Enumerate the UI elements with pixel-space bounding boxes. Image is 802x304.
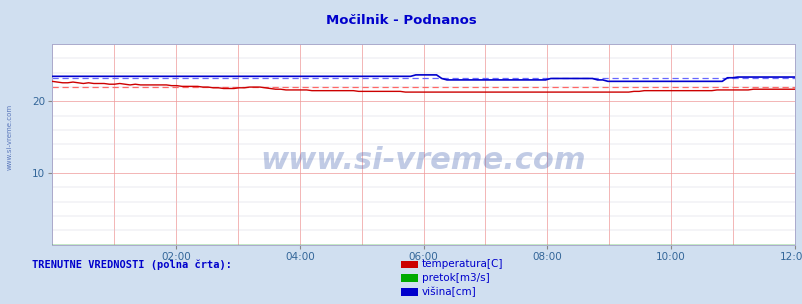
Text: Močilnik - Podnanos: Močilnik - Podnanos: [326, 14, 476, 27]
Text: višina[cm]: višina[cm]: [421, 287, 476, 297]
Text: TRENUTNE VREDNOSTI (polna črta):: TRENUTNE VREDNOSTI (polna črta):: [32, 260, 232, 271]
Text: temperatura[C]: temperatura[C]: [421, 259, 502, 269]
Text: www.si-vreme.com: www.si-vreme.com: [6, 104, 13, 170]
Text: pretok[m3/s]: pretok[m3/s]: [421, 273, 488, 283]
Text: www.si-vreme.com: www.si-vreme.com: [261, 146, 585, 175]
